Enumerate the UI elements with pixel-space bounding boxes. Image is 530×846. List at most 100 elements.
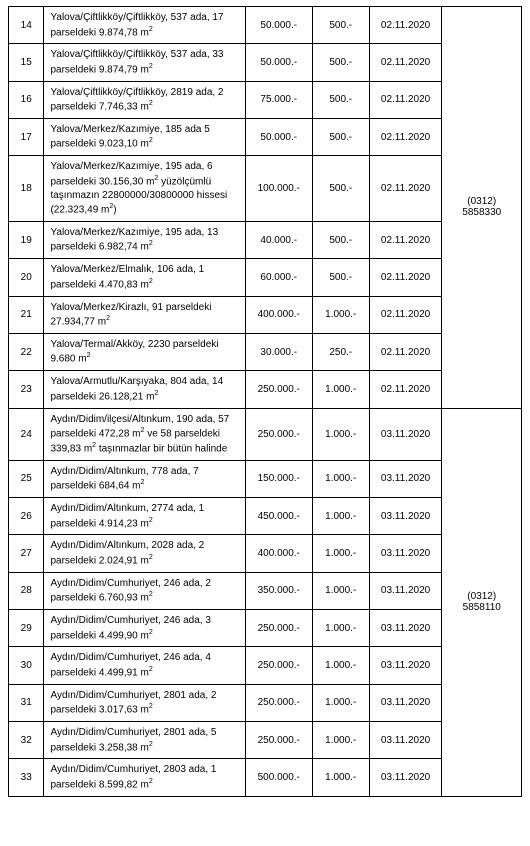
- row-amount: 350.000.-: [245, 572, 312, 609]
- row-fee: 1.000.-: [312, 296, 369, 333]
- row-date: 03.11.2020: [369, 759, 442, 796]
- row-description: Aydın/Didim/Altınkum, 2774 ada, 1 parsel…: [44, 498, 245, 535]
- row-fee: 1.000.-: [312, 610, 369, 647]
- row-description: Aydın/Didim/Cumhuriyet, 2803 ada, 1 pars…: [44, 759, 245, 796]
- row-amount: 150.000.-: [245, 460, 312, 497]
- row-date: 03.11.2020: [369, 722, 442, 759]
- row-fee: 1.000.-: [312, 647, 369, 684]
- row-number: 26: [9, 498, 44, 535]
- row-fee: 1.000.-: [312, 371, 369, 408]
- row-date: 02.11.2020: [369, 7, 442, 44]
- row-date: 02.11.2020: [369, 259, 442, 296]
- row-number: 33: [9, 759, 44, 796]
- row-date: 02.11.2020: [369, 156, 442, 222]
- row-number: 15: [9, 44, 44, 81]
- row-fee: 1.000.-: [312, 498, 369, 535]
- row-fee: 500.-: [312, 221, 369, 258]
- row-number: 22: [9, 333, 44, 370]
- row-number: 31: [9, 684, 44, 721]
- row-amount: 50.000.-: [245, 44, 312, 81]
- row-date: 02.11.2020: [369, 371, 442, 408]
- row-amount: 30.000.-: [245, 333, 312, 370]
- row-amount: 60.000.-: [245, 259, 312, 296]
- row-description: Aydın/Didim/Cumhuriyet, 246 ada, 3 parse…: [44, 610, 245, 647]
- row-description: Aydın/Didim/Cumhuriyet, 246 ada, 2 parse…: [44, 572, 245, 609]
- row-description: Yalova/Merkez/Kirazlı, 91 parseldeki 27.…: [44, 296, 245, 333]
- row-date: 03.11.2020: [369, 535, 442, 572]
- row-description: Yalova/Armutlu/Karşıyaka, 804 ada, 14 pa…: [44, 371, 245, 408]
- row-number: 21: [9, 296, 44, 333]
- row-amount: 400.000.-: [245, 535, 312, 572]
- row-amount: 250.000.-: [245, 722, 312, 759]
- row-description: Yalova/Merkez/Kazımiye, 195 ada, 13 pars…: [44, 221, 245, 258]
- row-amount: 50.000.-: [245, 7, 312, 44]
- data-table: 14Yalova/Çiftlikköy/Çiftlikköy, 537 ada,…: [8, 6, 522, 797]
- row-date: 03.11.2020: [369, 647, 442, 684]
- row-amount: 250.000.-: [245, 408, 312, 460]
- row-number: 20: [9, 259, 44, 296]
- row-amount: 100.000.-: [245, 156, 312, 222]
- row-number: 19: [9, 221, 44, 258]
- row-description: Aydın/Didim/Cumhuriyet, 246 ada, 4 parse…: [44, 647, 245, 684]
- row-fee: 1.000.-: [312, 759, 369, 796]
- row-fee: 1.000.-: [312, 722, 369, 759]
- row-date: 02.11.2020: [369, 221, 442, 258]
- row-date: 03.11.2020: [369, 460, 442, 497]
- row-description: Yalova/Merkez/Kazımiye, 195 ada, 6 parse…: [44, 156, 245, 222]
- row-description: Aydın/Didim/Cumhuriyet, 2801 ada, 2 pars…: [44, 684, 245, 721]
- row-number: 27: [9, 535, 44, 572]
- row-description: Aydın/Didim/Cumhuriyet, 2801 ada, 5 pars…: [44, 722, 245, 759]
- row-description: Yalova/Termal/Akköy, 2230 parseldeki 9.6…: [44, 333, 245, 370]
- row-date: 02.11.2020: [369, 81, 442, 118]
- row-number: 17: [9, 118, 44, 155]
- row-number: 14: [9, 7, 44, 44]
- row-date: 02.11.2020: [369, 296, 442, 333]
- row-amount: 250.000.-: [245, 684, 312, 721]
- row-fee: 1.000.-: [312, 684, 369, 721]
- row-amount: 400.000.-: [245, 296, 312, 333]
- row-number: 30: [9, 647, 44, 684]
- row-number: 18: [9, 156, 44, 222]
- row-date: 03.11.2020: [369, 498, 442, 535]
- row-number: 16: [9, 81, 44, 118]
- row-date: 03.11.2020: [369, 572, 442, 609]
- row-description: Yalova/Merkez/Kazımiye, 185 ada 5 parsel…: [44, 118, 245, 155]
- row-description: Yalova/Çiftlikköy/Çiftlikköy, 2819 ada, …: [44, 81, 245, 118]
- group-phone: (0312) 5858330: [442, 7, 522, 409]
- row-amount: 250.000.-: [245, 647, 312, 684]
- row-description: Aydın/Didim/Altınkum, 778 ada, 7 parseld…: [44, 460, 245, 497]
- table-row: 14Yalova/Çiftlikköy/Çiftlikköy, 537 ada,…: [9, 7, 522, 44]
- row-fee: 500.-: [312, 81, 369, 118]
- row-number: 29: [9, 610, 44, 647]
- row-description: Yalova/Çiftlikköy/Çiftlikköy, 537 ada, 3…: [44, 44, 245, 81]
- row-number: 28: [9, 572, 44, 609]
- row-description: Aydın/Didim/Altınkum, 2028 ada, 2 parsel…: [44, 535, 245, 572]
- row-fee: 500.-: [312, 156, 369, 222]
- row-amount: 500.000.-: [245, 759, 312, 796]
- row-amount: 50.000.-: [245, 118, 312, 155]
- row-date: 02.11.2020: [369, 44, 442, 81]
- row-fee: 500.-: [312, 44, 369, 81]
- row-amount: 450.000.-: [245, 498, 312, 535]
- row-fee: 250.-: [312, 333, 369, 370]
- row-fee: 500.-: [312, 259, 369, 296]
- row-fee: 1.000.-: [312, 460, 369, 497]
- row-fee: 1.000.-: [312, 535, 369, 572]
- row-fee: 500.-: [312, 7, 369, 44]
- row-description: Yalova/Çiftlikköy/Çiftlikköy, 537 ada, 1…: [44, 7, 245, 44]
- row-date: 03.11.2020: [369, 610, 442, 647]
- row-number: 24: [9, 408, 44, 460]
- row-date: 03.11.2020: [369, 408, 442, 460]
- row-description: Aydın/Didim/ilçesi/Altınkum, 190 ada, 57…: [44, 408, 245, 460]
- row-date: 02.11.2020: [369, 118, 442, 155]
- row-fee: 500.-: [312, 118, 369, 155]
- row-amount: 250.000.-: [245, 610, 312, 647]
- row-number: 32: [9, 722, 44, 759]
- row-date: 02.11.2020: [369, 333, 442, 370]
- row-fee: 1.000.-: [312, 408, 369, 460]
- row-description: Yalova/Merkez/Elmalık, 106 ada, 1 parsel…: [44, 259, 245, 296]
- row-number: 25: [9, 460, 44, 497]
- row-amount: 75.000.-: [245, 81, 312, 118]
- row-fee: 1.000.-: [312, 572, 369, 609]
- table-row: 24Aydın/Didim/ilçesi/Altınkum, 190 ada, …: [9, 408, 522, 460]
